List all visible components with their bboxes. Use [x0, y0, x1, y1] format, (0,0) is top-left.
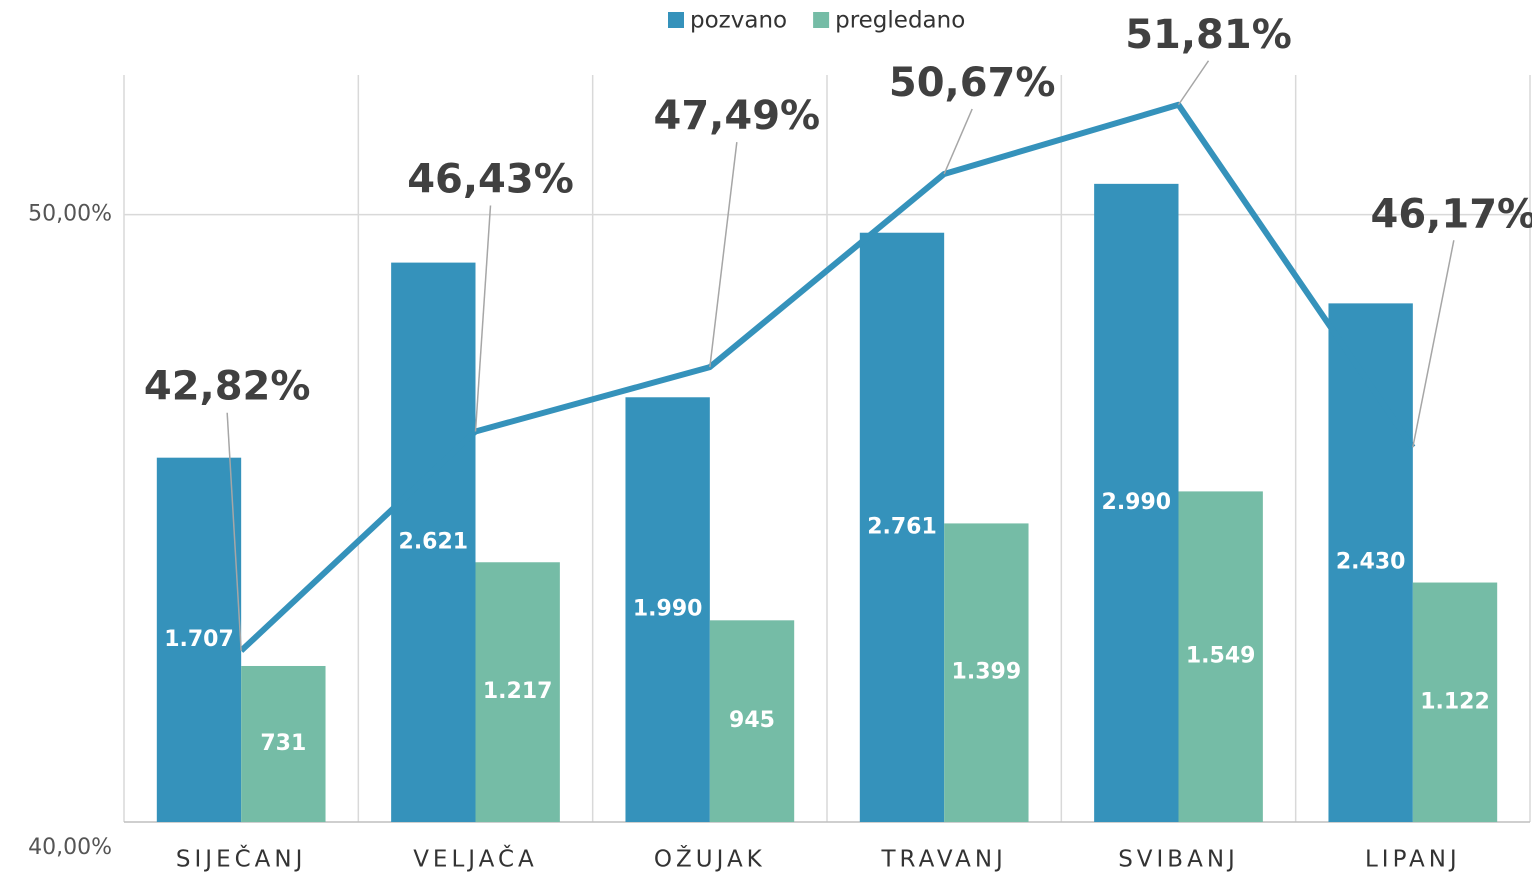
line-label: 46,43% — [407, 156, 574, 202]
bar-label: 1.990 — [633, 597, 703, 622]
line-label: 51,81% — [1125, 12, 1292, 58]
bar-label: 731 — [260, 731, 306, 756]
leader-line — [709, 142, 738, 368]
leader-line — [226, 412, 242, 651]
line-label: 47,49% — [654, 93, 821, 139]
bar — [1094, 183, 1179, 822]
legend-swatch — [813, 12, 830, 28]
bar — [391, 262, 476, 822]
bar-label: 1.707 — [164, 627, 234, 652]
x-tick-label: OŽUJAK — [654, 845, 766, 873]
bar — [156, 457, 242, 822]
line — [239, 101, 1416, 653]
legend-label: pozvano — [690, 8, 787, 34]
leader-line — [1177, 60, 1210, 106]
leader-line — [474, 205, 492, 432]
bar-label: 1.217 — [483, 679, 553, 704]
bar — [859, 232, 945, 823]
bar-label: 2.621 — [399, 529, 469, 554]
bar-label: 1.399 — [952, 660, 1022, 685]
bar-label: 1.122 — [1420, 689, 1490, 714]
x-tick-label: VELJAČA — [413, 845, 538, 873]
bar-label: 2.761 — [867, 514, 937, 539]
bar — [241, 665, 326, 822]
x-tick-label: SIJEČANJ — [176, 845, 306, 873]
bar — [944, 523, 1029, 822]
leader-line — [1412, 240, 1455, 448]
line-label: 42,82% — [144, 364, 311, 410]
legend-swatch — [668, 12, 684, 28]
x-tick-label: SVIBANJ — [1118, 847, 1239, 873]
bar-label: 2.430 — [1336, 550, 1406, 575]
x-tick-label: LIPANJ — [1365, 847, 1461, 873]
bar-label: 945 — [729, 708, 775, 733]
y-tick-label: 50,00% — [28, 202, 112, 227]
bar — [625, 397, 710, 822]
leader-line — [943, 108, 973, 175]
y-tick-label: 40,00% — [28, 835, 112, 860]
bar — [1178, 491, 1263, 822]
bar — [475, 562, 560, 822]
bar-label: 2.990 — [1102, 490, 1172, 515]
line-label: 50,67% — [889, 60, 1056, 106]
line-label: 46,17% — [1371, 191, 1532, 237]
bar — [1412, 582, 1498, 822]
legend-label: pregledano — [835, 8, 965, 34]
bar-label: 1.549 — [1186, 644, 1256, 669]
x-tick-label: TRAVANJ — [880, 847, 1006, 873]
bar — [709, 620, 795, 822]
